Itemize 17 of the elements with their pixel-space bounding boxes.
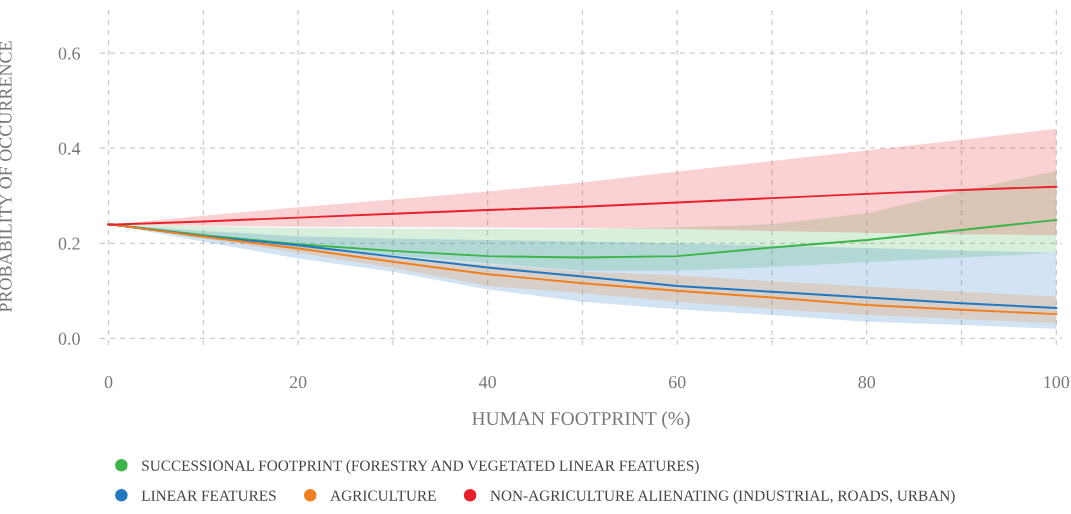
x-axis-title: HUMAN FOOTPRINT (%) xyxy=(472,411,690,430)
x-tick-label: 20 xyxy=(289,376,307,389)
legend-label: SUCCESSIONAL FOOTPRINT (FORESTRY AND VEGETATED LINEAR FEATURES) xyxy=(142,460,699,474)
x-tick-label: 40 xyxy=(478,376,496,389)
x-tick-label: 100 xyxy=(1044,376,1070,389)
x-tick-label: 0 xyxy=(104,376,113,389)
line-series xyxy=(107,185,1058,226)
x-tick-label: 60 xyxy=(668,376,686,389)
legend-label: LINEAR FEATURES xyxy=(141,490,276,501)
x-tick-label: 80 xyxy=(858,376,876,389)
y-tick-label: 0.4 xyxy=(58,142,81,155)
y-tick-label: 0.0 xyxy=(58,332,80,345)
y-axis-title: PROBABILITY OF OCCURRENCE xyxy=(0,41,12,313)
y-tick-label: 0.6 xyxy=(58,47,81,60)
y-tick-label: 0.2 xyxy=(58,237,80,250)
legend-label: NON-AGRICULTURE ALIENATING (INDUSTRIAL, ROADS, URBAN) xyxy=(490,490,955,504)
legend-label: AGRICULTURE xyxy=(330,490,436,501)
